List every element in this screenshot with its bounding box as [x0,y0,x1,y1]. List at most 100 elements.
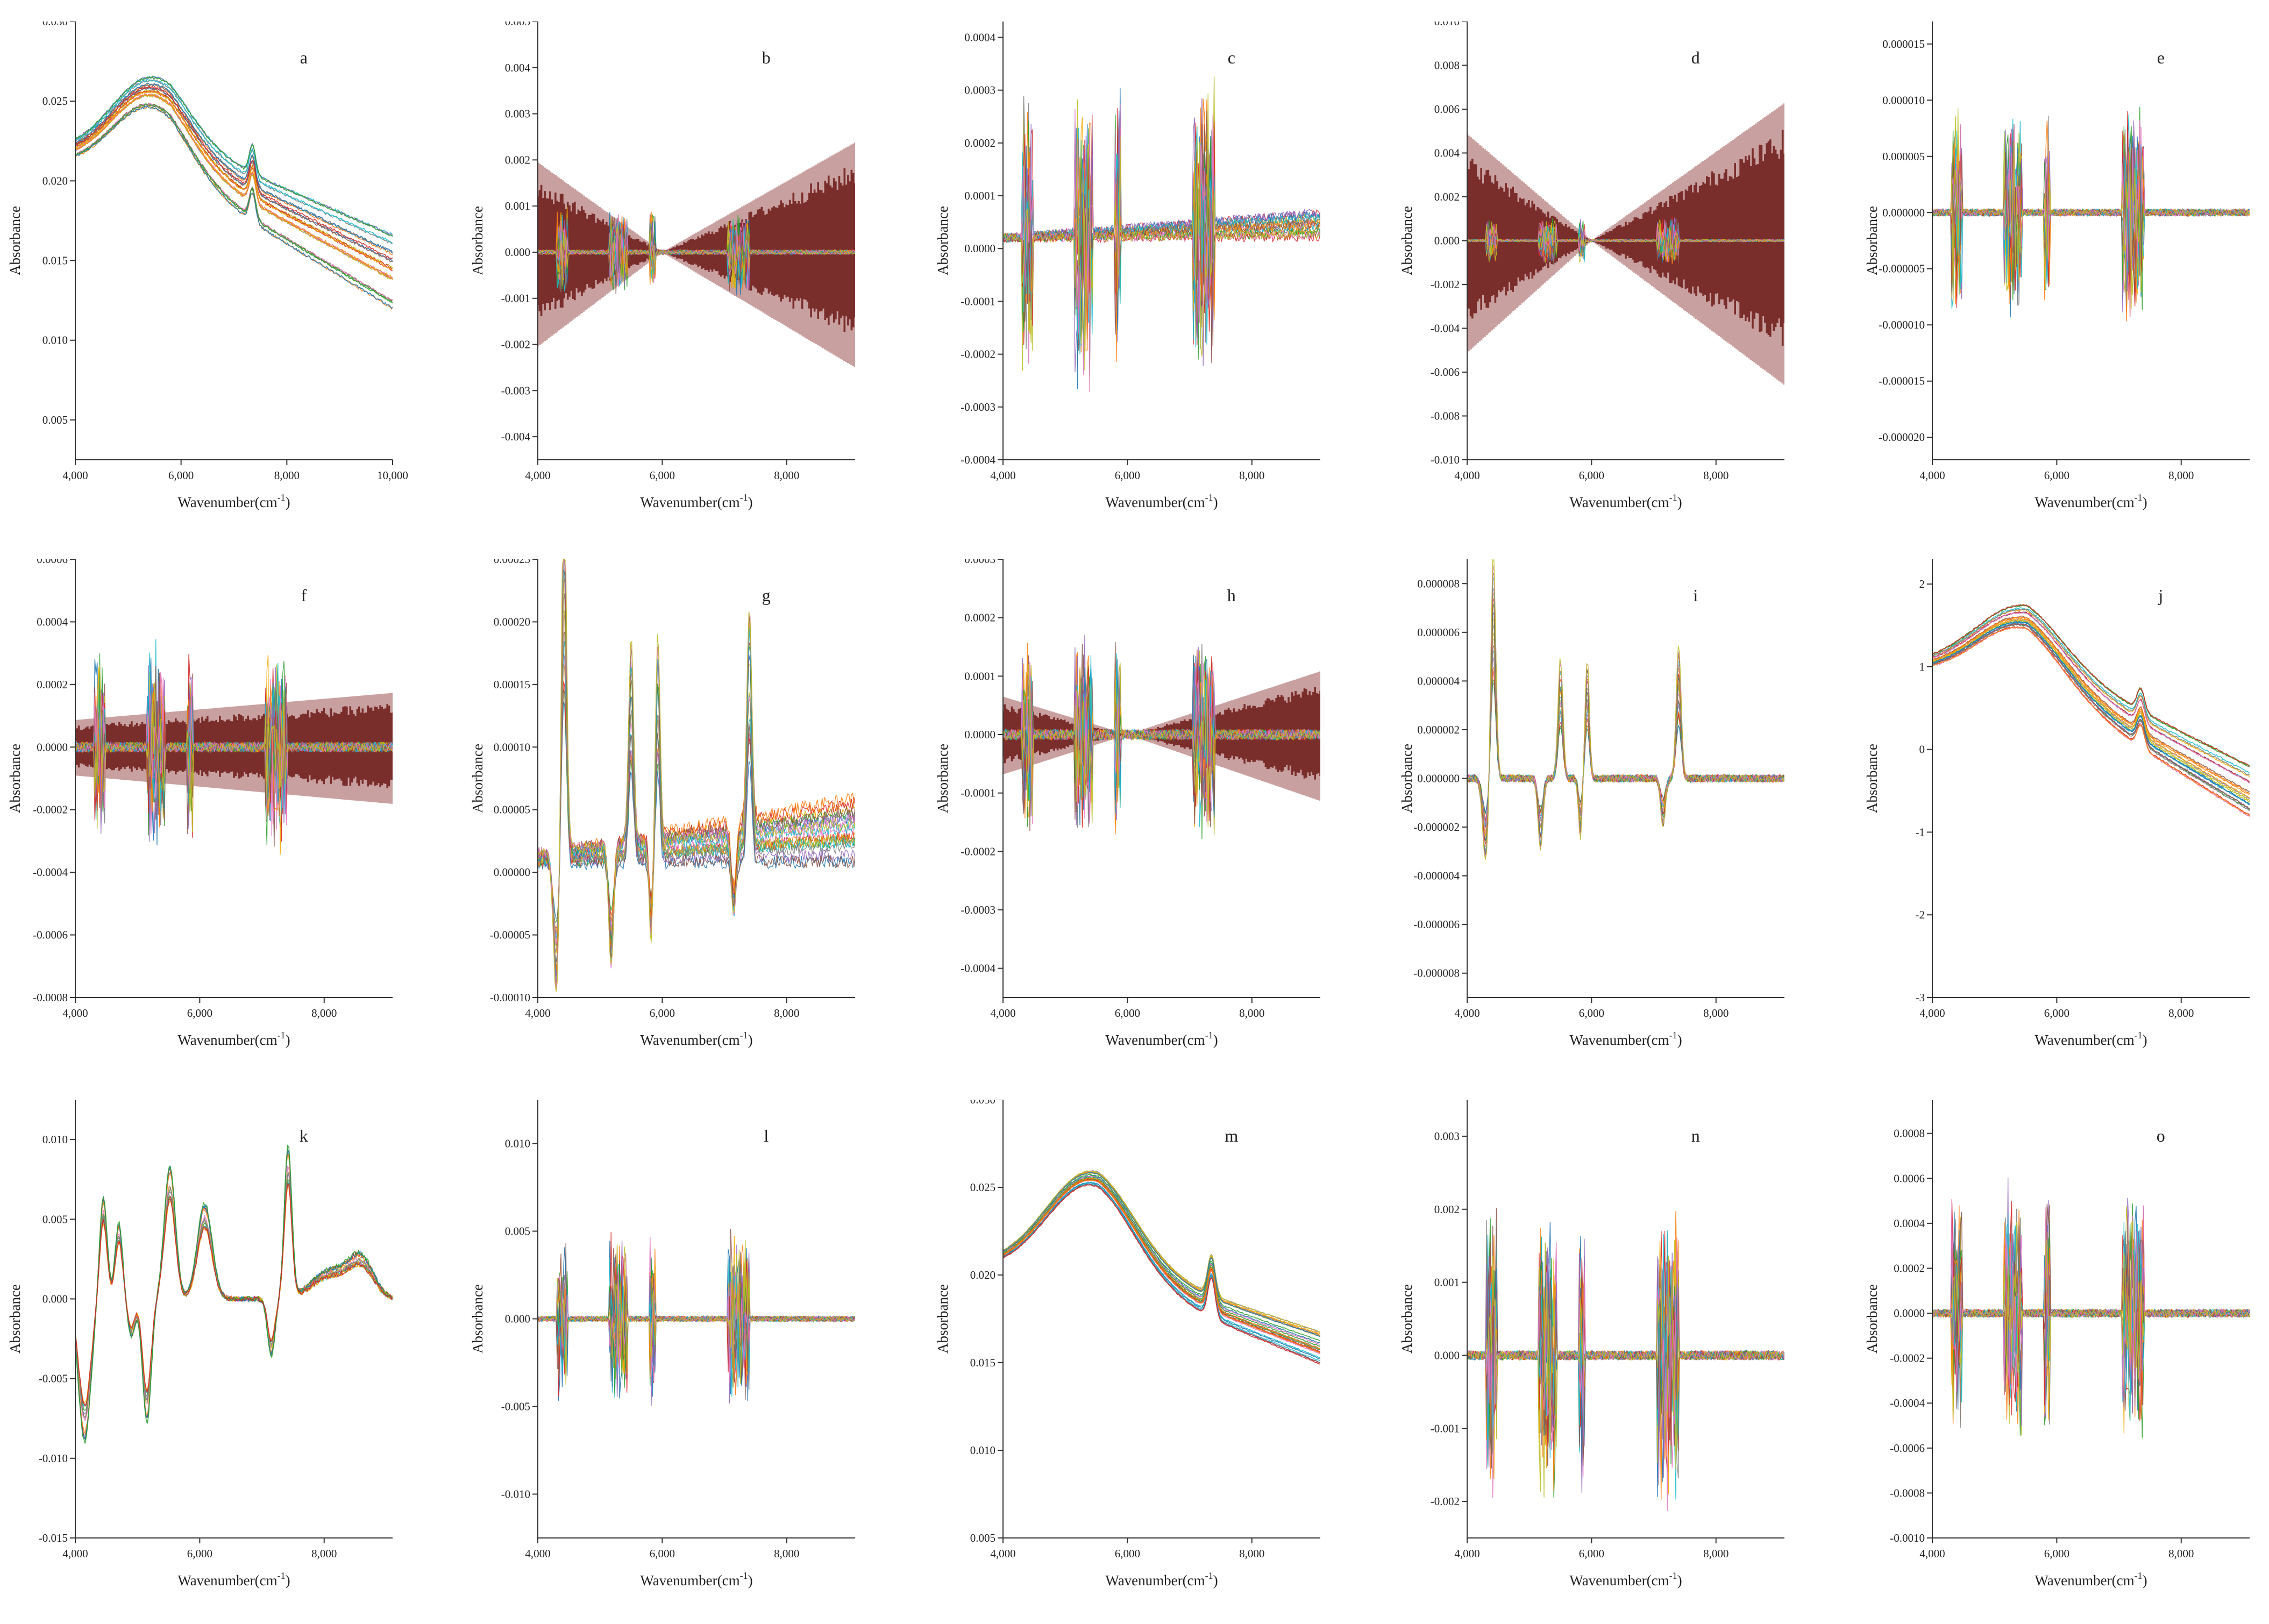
panel-letter-n: n [1691,1126,1700,1145]
y-tick-label: 0.0008 [1894,1127,1925,1140]
x-axis-title-close: ) [748,1572,753,1589]
y-tick-label: -2 [1916,908,1925,921]
plot-area-f [75,639,393,855]
y-tick-label: -0.0003 [961,401,995,414]
series-line-c-11 [1003,88,1320,389]
series-line-j-4 [1932,618,2250,800]
noise-band-b [538,143,855,367]
y-axis-title: Absorbance [1864,1284,1880,1354]
series-line-o-11 [1932,1229,2250,1411]
x-axis-title: Wavenumber(cm-1) [2035,1030,2147,1048]
y-tick-label: -0.005 [501,1400,530,1413]
series-line-h-19 [1003,663,1320,827]
y-axis-title: Absorbance [935,1284,951,1354]
y-tick-label: 0.000 [1434,234,1460,247]
x-axis-title: Wavenumber(cm-1) [1105,1030,1218,1048]
y-tick-label: 0.010 [1434,22,1460,28]
series-line-a-12 [75,103,393,304]
chart-panel-f: -0.0008 -0.0006 -0.0004 -0.0002 0.0000 0.0002… [7,559,393,1048]
x-tick-label: 6,000 [2044,1007,2069,1020]
series-line-i-9 [1467,624,1784,837]
panel-letter-l: l [764,1126,769,1145]
y-tick-label: 0.00010 [494,740,530,753]
y-tick-label: -0.000002 [1413,821,1460,834]
x-axis-title-main: Wavenumber(cm [640,1572,739,1589]
y-tick-label: 0.004 [505,61,531,74]
series-line-m-22 [1003,1172,1320,1337]
y-tick-label: -0.0001 [961,787,995,800]
plot-area-o [1932,1178,2250,1438]
x-tick-label: 6,000 [1579,469,1604,482]
x-tick-label: 6,000 [1115,1007,1140,1020]
x-axis-title: Wavenumber(cm-1) [177,492,290,510]
y-tick-label: 0.0001 [964,189,995,202]
plot-area-j [1932,604,2250,817]
x-tick-label: 6,000 [650,469,675,482]
series-line-c-12 [1003,110,1320,375]
plot-area-m [1003,1170,1320,1365]
y-tick-label: 0.0000 [964,728,995,741]
series-line-l-9 [538,1257,855,1391]
x-axis-title-close: ) [286,1572,290,1589]
y-tick-label: -0.0004 [33,866,68,879]
series-line-e-7 [1932,124,2250,293]
x-tick-label: 6,000 [1579,1547,1604,1560]
chart-panel-n: -0.002 -0.001 0.000 0.001 0.002 0.003 4,000 6,0… [1399,1100,1784,1589]
series-line-n-15 [1467,1238,1784,1484]
series-line-n-16 [1467,1228,1784,1500]
series-line-g-11 [538,568,855,963]
axes-l: -0.010 -0.005 0.000 0.005 0.010 4,000 6,000 8,0… [501,1100,855,1560]
series-line-o-6 [1932,1228,2250,1412]
x-axis-title-main: Wavenumber(cm [1105,1572,1205,1589]
y-tick-label: 0.020 [42,174,68,187]
y-tick-label: -0.00010 [490,991,530,1004]
plot-area-g [538,559,855,992]
y-tick-label: 0.005 [505,1225,530,1238]
series-line-a-17 [75,87,393,262]
x-axis-title-main: Wavenumber(cm [1105,494,1205,510]
series-line-g-3 [538,663,855,933]
axes-c: -0.0004 -0.0003 -0.0002 -0.0001 0.0000 0.0001… [961,22,1320,482]
series-line-a-21 [75,90,393,270]
series-line-h-18 [1003,661,1320,824]
x-axis-title-superscript: -1 [2135,1570,2143,1581]
series-line-e-14 [1932,120,2250,322]
series-line-l-19 [538,1247,855,1388]
y-axis-title: Absorbance [470,1284,486,1354]
series-line-l-5 [538,1257,855,1398]
series-line-j-17 [1932,623,2250,809]
series-line-g-7 [538,614,855,944]
series-line-j-18 [1932,611,2250,783]
y-tick-label: 0.025 [970,1181,995,1194]
x-tick-label: 4,000 [525,469,550,482]
x-axis-title-main: Wavenumber(cm [640,494,739,510]
series-line-g-2 [538,681,855,929]
axes-b: -0.004 -0.003 -0.002 -0.001 0.000 0.001 0.002 0… [501,22,855,482]
x-tick-label: 4,000 [525,1547,550,1560]
series-line-k-7 [75,1165,393,1422]
x-axis-title-superscript: -1 [740,492,748,503]
axes-g: -0.00010 -0.00005 0.00000 0.00005 0.00010 0.0… [490,559,855,1020]
series-line-l-15 [538,1244,855,1406]
x-axis-title-superscript: -1 [1205,492,1213,503]
series-line-l-12 [538,1257,855,1395]
y-axis-title: Absorbance [1864,744,1880,813]
series-line-c-18 [1003,103,1320,392]
y-tick-label: -0.001 [501,292,530,305]
plot-area-i [1467,559,1784,860]
y-tick-label: 0.010 [970,1444,995,1457]
series-line-l-1 [538,1263,855,1388]
y-tick-label: -0.000004 [1413,870,1460,882]
series-line-j-16 [1932,622,2250,805]
x-tick-label: 6,000 [168,469,194,482]
plot-area-e [1932,106,2250,322]
x-axis-title: Wavenumber(cm-1) [2035,1570,2147,1589]
x-tick-label: 8,000 [774,1547,799,1560]
series-line-j-21 [1932,618,2250,799]
series-line-o-4 [1932,1178,2250,1392]
axes-o: -0.0010 -0.0008 -0.0006 -0.0004 -0.0002 0.000… [1890,1100,2250,1560]
series-line-i-11 [1467,612,1784,841]
x-tick-label: 4,000 [62,1007,88,1020]
x-tick-label: 8,000 [774,469,799,482]
x-axis-title-superscript: -1 [1669,1030,1677,1041]
